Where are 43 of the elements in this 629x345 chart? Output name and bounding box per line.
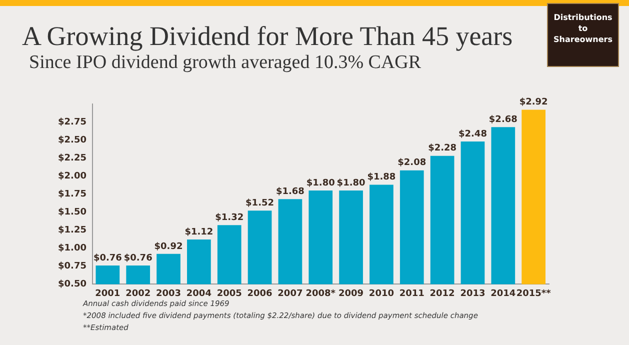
x-tick-label: 2009 [338, 288, 364, 299]
x-tick-label: 2012 [430, 288, 455, 299]
data-label: $2.48 [458, 129, 487, 140]
x-tick-label: 2004 [186, 288, 212, 299]
x-tick-label: 2001 [95, 288, 120, 299]
data-label: $0.76 [93, 253, 122, 264]
y-tick-label: $1.00 [58, 244, 86, 254]
data-label: $1.68 [276, 186, 304, 197]
data-label: $1.80 [336, 178, 366, 188]
data-label: $1.88 [367, 172, 396, 183]
x-tick-label: 2007 [278, 288, 303, 299]
chart-title: A Growing Dividend for More Than 45 years [22, 21, 513, 52]
y-tick-label: $2.50 [58, 135, 86, 146]
y-tick-label: $1.25 [58, 225, 86, 236]
y-tick-label: $1.50 [58, 207, 86, 218]
y-tick-label: $0.75 [58, 262, 86, 272]
data-label: $0.76 [124, 253, 152, 264]
y-tick-label: $2.75 [58, 117, 86, 128]
x-tick-label: 2005 [216, 288, 242, 299]
data-label: $0.92 [154, 242, 183, 252]
chart-subtitle: Since IPO dividend growth averaged 10.3% CAGR [29, 52, 422, 74]
ribbon-badge: Distributions to Shareowners [547, 3, 619, 67]
data-label: $2.68 [488, 114, 518, 125]
x-tick-label: 2015** [516, 288, 552, 299]
x-tick-label: 2002 [126, 288, 151, 299]
x-tick-label: 2013 [460, 288, 486, 299]
data-label: $2.08 [398, 158, 426, 168]
y-tick-label: $2.25 [58, 153, 86, 164]
x-tick-label: 2010 [368, 288, 394, 299]
data-label: $2.92 [519, 98, 548, 108]
data-label: $2.28 [428, 144, 457, 154]
x-tick-label: 2008* [306, 288, 336, 299]
y-tick-label: $0.50 [58, 280, 86, 290]
x-tick-label: 2011 [399, 288, 424, 299]
x-tick-label: 2014 [490, 288, 516, 299]
data-label: $1.12 [184, 227, 214, 238]
x-tick-label: 2006 [247, 288, 272, 299]
y-tick-label: $1.75 [58, 189, 86, 200]
y-tick-label: $2.00 [58, 171, 86, 182]
data-label: $1.52 [246, 198, 274, 209]
data-label: $1.32 [215, 212, 244, 223]
x-tick-label: 2003 [156, 288, 182, 299]
data-label: $1.80 [306, 178, 335, 188]
